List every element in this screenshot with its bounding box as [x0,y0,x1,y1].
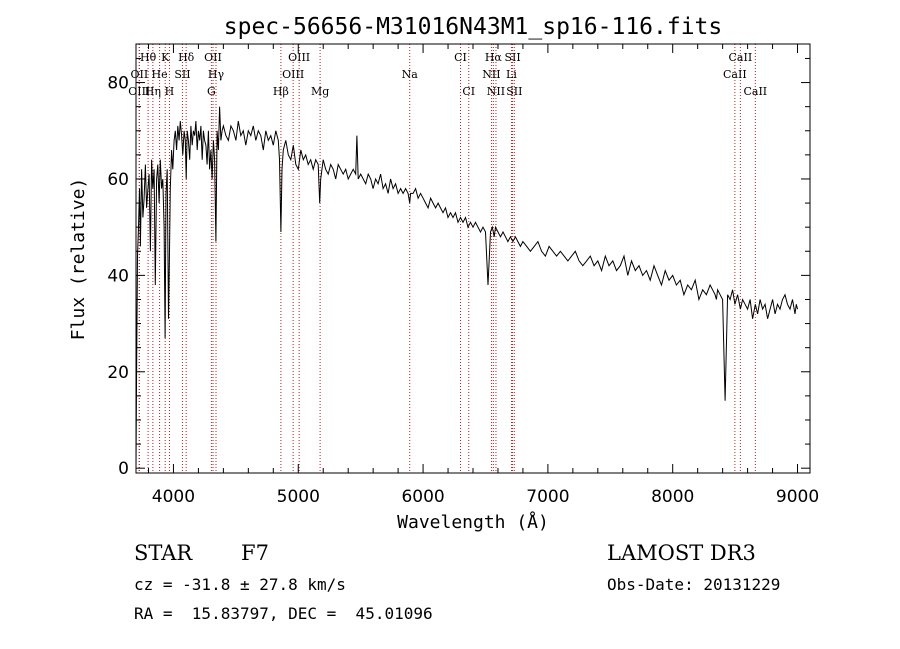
line-marker-label: SII [504,51,520,64]
line-marker-label: OIII [128,85,150,98]
line-marker-label: K [161,51,170,64]
line-markers [138,44,756,473]
y-tick-label: 0 [118,459,129,479]
line-marker-label: OII [131,68,149,81]
line-marker-label: Mg [311,85,329,98]
x-axis-label: Wavelength (Å) [397,511,549,533]
observation-date: Obs-Date: 20131229 [607,575,781,594]
line-marker-label: H [165,85,175,98]
line-marker-label: OIII [282,68,304,81]
line-marker-label: SII [506,85,522,98]
x-tick-label: 6000 [401,487,444,507]
x-tick-label: 8000 [651,487,694,507]
y-axis: 0 20 40 60 80 [107,57,810,479]
line-marker-label: He [152,68,168,81]
line-marker-label: CI [454,51,467,64]
line-marker-label: CI [462,85,475,98]
line-marker-label: CaII [743,85,767,98]
y-axis-label: Flux (relative) [68,178,89,341]
y-tick-label: 80 [107,74,129,94]
chart-title: spec-56656-M31016N43M1_sp16-116.fits [224,14,723,40]
line-marker-label: CaII [723,68,747,81]
line-marker-label: G [207,85,216,98]
y-tick-label: 20 [107,363,129,383]
line-marker-label: Hθ [140,51,157,64]
x-tick-label: 9000 [776,487,819,507]
x-axis: 4000 5000 6000 7000 8000 9000 [147,44,819,507]
line-marker-label: Hα [485,51,503,64]
line-marker-label: Hβ [273,85,289,98]
object-class: STAR [134,541,193,565]
redshift-velocity: cz = -31.8 ± 27.8 km/s [134,575,346,594]
line-marker-label: Hη [145,85,161,98]
line-marker-label: Hγ [208,68,225,81]
line-marker-label: SII [174,68,190,81]
x-tick-label: 5000 [277,487,320,507]
coordinates: RA = 15.83797, DEC = 45.01096 [134,604,433,623]
line-marker-label: OIII [288,51,310,64]
y-tick-label: 40 [107,266,129,286]
x-tick-label: 7000 [526,487,569,507]
spectrum-line [135,106,798,469]
line-marker-label: NII [487,85,505,98]
line-marker-label: CaII [729,51,753,64]
survey-name: LAMOST DR3 [607,541,756,565]
y-tick-label: 60 [107,170,129,190]
line-marker-label: Na [402,68,419,81]
x-tick-label: 4000 [152,487,195,507]
plot-frame [135,43,811,474]
object-subclass: F7 [241,541,269,565]
line-marker-label: OII [204,51,222,64]
line-marker-label: NII [482,68,500,81]
line-marker-label: Li [506,68,517,81]
line-marker-label: Hδ [178,51,195,64]
